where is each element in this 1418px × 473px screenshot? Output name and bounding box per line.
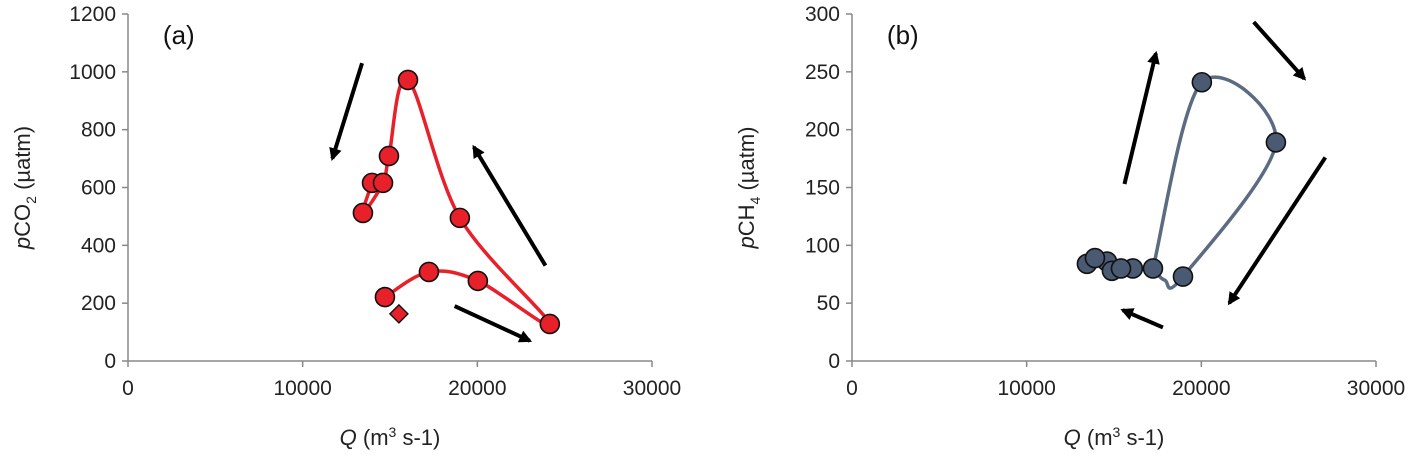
direction-arrow [1252, 20, 1307, 81]
x-tick-label: 20000 [448, 377, 506, 400]
x-tick-label: 10000 [273, 377, 331, 400]
y-tick-label: 200 [805, 119, 840, 142]
y-tick-label: 200 [81, 292, 116, 315]
y-tick-label: 800 [81, 119, 116, 142]
x-axis-label: Q (m3 s-1) [340, 424, 441, 450]
x-tick-label: 20000 [1172, 377, 1230, 400]
y-tick-label: 50 [817, 292, 840, 315]
data-point [397, 69, 419, 91]
x-tick-label: 0 [846, 377, 858, 400]
data-point [1191, 71, 1213, 93]
direction-arrow [1122, 50, 1160, 185]
x-axis-label: Q (m3 s-1) [1064, 424, 1165, 450]
series-curve [1151, 75, 1278, 290]
y-tick-label: 1000 [69, 61, 116, 84]
y-tick-label: 250 [805, 61, 840, 84]
y-tick-label: 600 [81, 177, 116, 200]
panel-label: (a) [163, 20, 195, 50]
data-point [1172, 266, 1194, 287]
panel-a: 0 10000 20000 30000 0 200 400 600 800 1000 1200 Q (… [10, 3, 681, 450]
panel-b: 0 10000 20000 30000 0 50 100 150 200 250 300 Q (m3 … [734, 3, 1405, 450]
data-point [378, 145, 400, 167]
data-point [1142, 258, 1164, 279]
direction-arrow [1120, 308, 1164, 330]
direction-arrow [329, 62, 364, 162]
data-point [418, 261, 440, 283]
y-tick-label: 1200 [69, 3, 116, 26]
y-axis-label: pCH4 (µatm) [734, 127, 763, 250]
data-point [449, 207, 471, 229]
y-tick-label: 150 [805, 177, 840, 200]
direction-arrow [453, 304, 533, 343]
data-point [352, 202, 374, 224]
y-tick-label: 400 [81, 234, 116, 257]
y-axis-label: pCO2 (µatm) [10, 126, 39, 250]
series-curve [361, 77, 552, 328]
data-point [1265, 132, 1287, 153]
x-tick-label: 10000 [997, 377, 1055, 400]
data-point [467, 270, 489, 292]
data-point [1084, 247, 1106, 269]
x-tick-label: 0 [122, 377, 134, 400]
data-point [374, 286, 396, 308]
y-tick-label: 0 [104, 350, 116, 373]
data-point [539, 313, 561, 335]
y-tick-label: 100 [805, 234, 840, 257]
x-tick-label: 30000 [1347, 377, 1405, 400]
panel-label: (b) [887, 20, 919, 50]
y-tick-label: 0 [828, 350, 840, 373]
diamond-point [388, 303, 409, 324]
direction-arrow [1227, 156, 1328, 306]
data-point [372, 172, 394, 194]
x-tick-label: 30000 [623, 377, 681, 400]
direction-arrow [472, 144, 548, 267]
data-point [1110, 258, 1132, 279]
y-tick-label: 300 [805, 3, 840, 26]
